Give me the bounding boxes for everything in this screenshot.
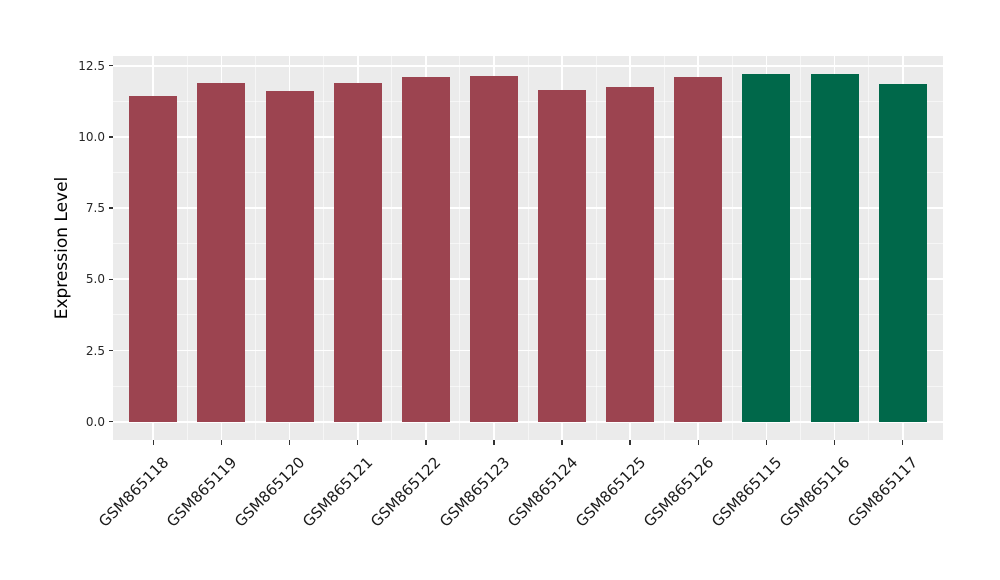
y-axis-tick [108, 420, 113, 423]
bar-GSM865122 [401, 77, 450, 422]
bar-GSM865124 [538, 89, 587, 422]
x-axis-tick [356, 440, 359, 445]
x-tick-label: GSM865122 [367, 453, 445, 531]
y-tick-label: 0.0 [85, 414, 105, 429]
bar-GSM865123 [469, 75, 518, 422]
x-tick-label: GSM865121 [299, 453, 377, 531]
x-axis-tick [288, 440, 291, 445]
x-tick-label: GSM865115 [708, 453, 786, 531]
x-axis-tick [833, 440, 836, 445]
gridline-minor-x [868, 55, 870, 440]
bar-GSM865116 [810, 74, 859, 422]
x-tick-label: GSM865119 [163, 453, 241, 531]
x-tick-label: GSM865126 [640, 453, 718, 531]
x-tick-label: GSM865120 [231, 453, 309, 531]
bar-GSM865120 [265, 91, 314, 422]
gridline-minor-x [186, 55, 188, 440]
x-tick-label: GSM865124 [503, 453, 582, 531]
x-tick-label: GSM865116 [776, 453, 854, 531]
x-axis-tick [561, 440, 563, 445]
plot-panel [113, 55, 943, 440]
bar-GSM865125 [606, 87, 655, 422]
x-tick-label: GSM865117 [844, 453, 922, 531]
x-axis-tick [629, 440, 631, 445]
bar-GSM865119 [197, 82, 246, 422]
gridline-minor-x [254, 55, 256, 440]
x-axis-tick [901, 440, 904, 445]
bar-GSM865126 [674, 77, 723, 422]
x-tick-label: GSM865125 [571, 453, 650, 531]
y-axis-tick [108, 64, 113, 67]
x-axis-tick [697, 440, 700, 445]
y-axis-tick [108, 349, 113, 352]
y-axis-tick [108, 278, 113, 281]
y-tick-label: 12.5 [78, 58, 105, 73]
y-tick-label: 7.5 [85, 201, 105, 216]
bar-GSM865121 [333, 82, 382, 422]
bar-GSM865117 [878, 84, 927, 422]
gridline-minor-x [391, 55, 393, 440]
x-tick-label: GSM865118 [95, 453, 173, 531]
gridline-minor-x [459, 55, 461, 440]
gridline-minor-x [731, 55, 733, 440]
y-axis-tick [108, 207, 113, 209]
x-tick-label: GSM865123 [435, 453, 513, 531]
x-axis-tick [425, 440, 427, 445]
y-axis-tick [108, 136, 113, 138]
bar-GSM865115 [742, 74, 791, 422]
x-axis-tick [765, 440, 768, 445]
y-axis-title: Expression Level [52, 176, 72, 320]
gridline-minor-x [663, 55, 665, 440]
y-tick-label: 10.0 [78, 129, 105, 144]
y-tick-label: 2.5 [85, 343, 105, 358]
x-axis-tick [152, 440, 155, 445]
x-axis-tick [493, 440, 495, 445]
bar-GSM865118 [129, 95, 178, 422]
gridline-minor-x [800, 55, 802, 440]
gridline-minor-x [323, 55, 325, 440]
gridline-minor-x [527, 55, 529, 440]
gridline-minor-x [595, 55, 597, 440]
x-axis-tick [220, 440, 223, 445]
y-tick-label: 5.0 [85, 272, 105, 287]
